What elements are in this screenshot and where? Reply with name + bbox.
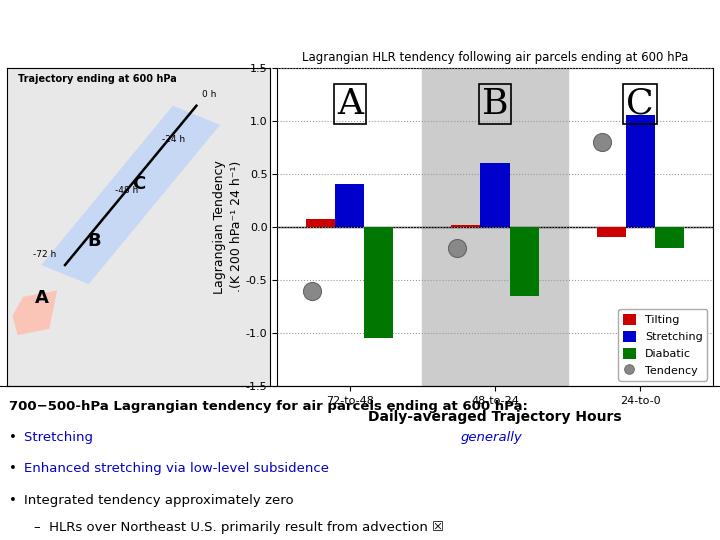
Polygon shape xyxy=(12,291,57,335)
Text: -24 h: -24 h xyxy=(162,135,185,144)
Text: B: B xyxy=(87,232,101,250)
Legend: Tilting, Stretching, Diabatic, Tendency: Tilting, Stretching, Diabatic, Tendency xyxy=(618,309,707,381)
Text: -72 h: -72 h xyxy=(34,249,57,259)
Text: Integrated tendency approximately zero: Integrated tendency approximately zero xyxy=(24,494,294,507)
Text: HLRs over the Northeast U.S.: HLRs over the Northeast U.S. xyxy=(6,17,509,45)
Text: Enhanced stretching via low-level subsidence: Enhanced stretching via low-level subsid… xyxy=(24,462,330,475)
Text: Stretching: Stretching xyxy=(24,431,98,444)
Text: 700−500-hPa Lagrangian tendency for air parcels ending at 600 hPa:: 700−500-hPa Lagrangian tendency for air … xyxy=(9,400,528,413)
Text: Trajectory ending at 600 hPa: Trajectory ending at 600 hPa xyxy=(18,74,176,84)
Bar xyxy=(336,184,364,227)
Bar xyxy=(480,163,510,227)
Text: A: A xyxy=(337,86,363,120)
Text: •: • xyxy=(9,431,17,444)
Text: C: C xyxy=(132,174,145,193)
Bar xyxy=(451,225,480,227)
X-axis label: Daily-averaged Trajectory Hours: Daily-averaged Trajectory Hours xyxy=(368,410,622,424)
Bar xyxy=(423,68,567,386)
Text: •: • xyxy=(9,462,17,475)
Text: generally: generally xyxy=(461,431,523,444)
Bar xyxy=(654,227,684,248)
Text: •: • xyxy=(9,494,17,507)
Bar xyxy=(306,219,336,227)
Text: C: C xyxy=(626,86,654,120)
Bar xyxy=(626,116,654,227)
Bar xyxy=(510,227,539,296)
Polygon shape xyxy=(41,106,220,284)
Bar xyxy=(597,227,626,238)
Text: A: A xyxy=(35,289,48,307)
Text: -48 h: -48 h xyxy=(115,186,138,195)
Text: B: B xyxy=(482,86,508,120)
Text: –  HLRs over Northeast U.S. primarily result from advection ☒: – HLRs over Northeast U.S. primarily res… xyxy=(34,521,444,534)
Y-axis label: Lagrangian Tendency
.(K 200 hPa⁻¹ 24 h⁻¹): Lagrangian Tendency .(K 200 hPa⁻¹ 24 h⁻¹… xyxy=(213,160,243,294)
Title: Lagrangian HLR tendency following air parcels ending at 600 hPa: Lagrangian HLR tendency following air pa… xyxy=(302,51,688,64)
Bar xyxy=(364,227,393,338)
Text: 0 h: 0 h xyxy=(202,90,216,99)
